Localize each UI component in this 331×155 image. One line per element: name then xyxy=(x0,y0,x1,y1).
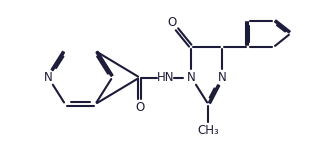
Text: N: N xyxy=(187,71,196,84)
Text: O: O xyxy=(167,16,176,29)
Text: N: N xyxy=(217,71,226,84)
Text: N: N xyxy=(44,71,53,84)
Text: CH₃: CH₃ xyxy=(197,124,219,137)
Text: O: O xyxy=(135,101,144,114)
Text: HN: HN xyxy=(157,71,174,84)
